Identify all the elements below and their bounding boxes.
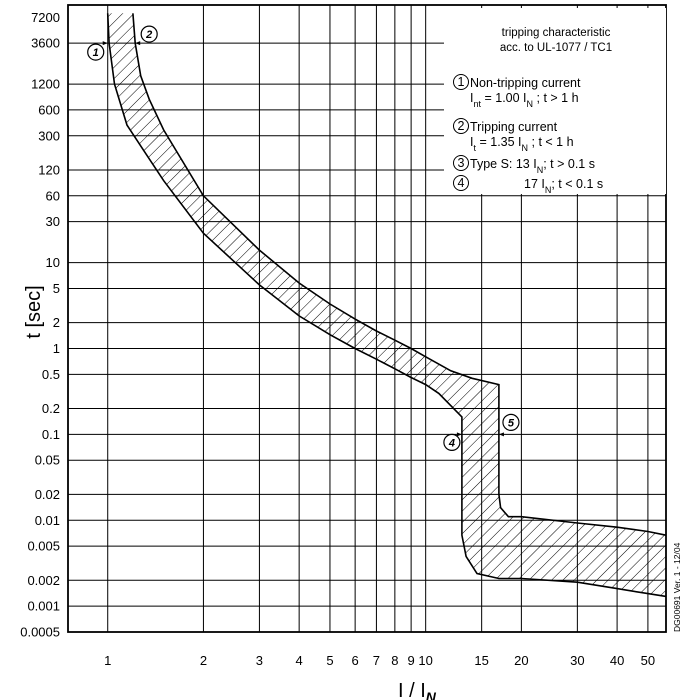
x-tick-label: 40 [610,653,624,668]
x-tick-label: 6 [352,653,359,668]
plot-frame [67,4,667,633]
x-axis-title-subscript: N [426,689,437,700]
y-tick-label: 0.0005 [20,625,60,640]
x-tick-label: 8 [391,653,398,668]
marker-number: 2 [145,29,152,41]
y-tick-label: 0.005 [27,539,60,554]
series-lower-bound [106,13,667,598]
band-layer [106,13,667,598]
y-tick-label: 30 [46,214,60,229]
x-tick-label: 3 [256,653,263,668]
y-tick-label: 7200 [31,10,60,25]
annotation-line: Tripping current [470,120,558,134]
annotation-line: Non-tripping current [470,76,581,90]
y-tick-label: 0.01 [35,513,60,528]
y-tick-label: 0.001 [27,599,60,614]
tripping-band [107,13,666,597]
annotation-line: Type S: 13 IN; t > 0.1 s [470,157,595,175]
y-tick-label: 60 [46,188,60,203]
x-tick-label: 30 [570,653,584,668]
annotation-number: 2 [458,119,465,133]
y-tick-label: 5 [53,281,60,296]
y-axis-title: t [sec] [23,285,45,338]
annotation-number-circle [453,155,469,171]
chart-subtitle: acc. to UL-1077 / TC1 [500,42,612,54]
annotation-number: 3 [458,156,465,170]
y-tick-label: 3600 [31,36,60,51]
marker-1: 1 [87,41,108,61]
annotation-number-circle [453,74,469,90]
annotation-line: It = 1.35 IN ; t < 1 h [470,135,574,153]
x-tick-label: 10 [418,653,432,668]
y-tick-label: 10 [46,255,60,270]
marker-pointer [456,432,462,437]
x-tick-label: 5 [326,653,333,668]
y-tick-label: 300 [38,128,60,143]
marker-number: 1 [93,47,99,59]
annotation-panel [444,8,666,194]
marker-circle [140,25,158,43]
chart-title: tripping characteristic [502,27,611,39]
marker-pointer [102,41,108,46]
marker-number: 5 [508,417,515,429]
y-tick-label: 1 [53,341,60,356]
annotation-number-circle [453,118,469,134]
x-tick-labels: 1 2 3 4 5 6 7 8 9 10 15 20 30 40 50 [104,653,655,668]
annotation-4: 4 17 IN; t < 0.1 s [453,175,603,195]
y-tick-label: 0.1 [42,427,60,442]
y-tick-label: 1200 [31,77,60,92]
x-tick-label: 15 [474,653,488,668]
x-tick-label: 7 [373,653,380,668]
x-tick-label: 50 [641,653,655,668]
marker-5: 5 [498,413,520,437]
marker-2: 2 [135,25,158,46]
series-upper-bound [132,13,667,536]
y-tick-label: 120 [38,162,60,177]
marker-4: 4 [443,432,462,451]
annotation-number: 1 [458,75,465,89]
y-tick-label: 0.2 [42,401,60,416]
marker-pointer [498,432,504,437]
x-tick-label: 9 [408,653,415,668]
annotation-line: 17 IN; t < 0.1 s [524,177,603,195]
x-axis-title: I / IN [398,680,437,700]
x-axis-title-main: I / I [398,680,426,700]
y-tick-label: 0.5 [42,367,60,382]
annotation-3: 3 Type S: 13 IN; t > 0.1 s [453,155,595,175]
marker-circle [443,433,461,451]
y-tick-label: 0.05 [35,453,60,468]
y-tick-label: 600 [38,102,60,117]
y-tick-label: 0.002 [27,573,60,588]
x-tick-label: 20 [514,653,528,668]
marker-circle [502,413,520,431]
x-tick-label: 4 [296,653,303,668]
marker-layer: 1 2 4 5 [87,25,520,451]
annotation-number-circle [453,175,469,191]
x-tick-label: 1 [104,653,111,668]
frame-layer [67,4,667,633]
y-tick-label: 0.02 [35,487,60,502]
annotation-number: 4 [458,176,465,190]
marker-circle [87,43,105,61]
document-code: DG00691 Ver. 1 - 12/04 [672,542,682,632]
y-tick-labels: 7200 3600 1200 600 300 120 60 30 10 5 2 1 0.5 0.2 0.1 0… [20,10,60,640]
marker-number: 4 [448,437,455,449]
marker-pointer [135,41,141,46]
annotation-line: Int = 1.00 IN ; t > 1 h [470,91,579,109]
y-tick-label: 2 [53,315,60,330]
x-tick-label: 2 [200,653,207,668]
